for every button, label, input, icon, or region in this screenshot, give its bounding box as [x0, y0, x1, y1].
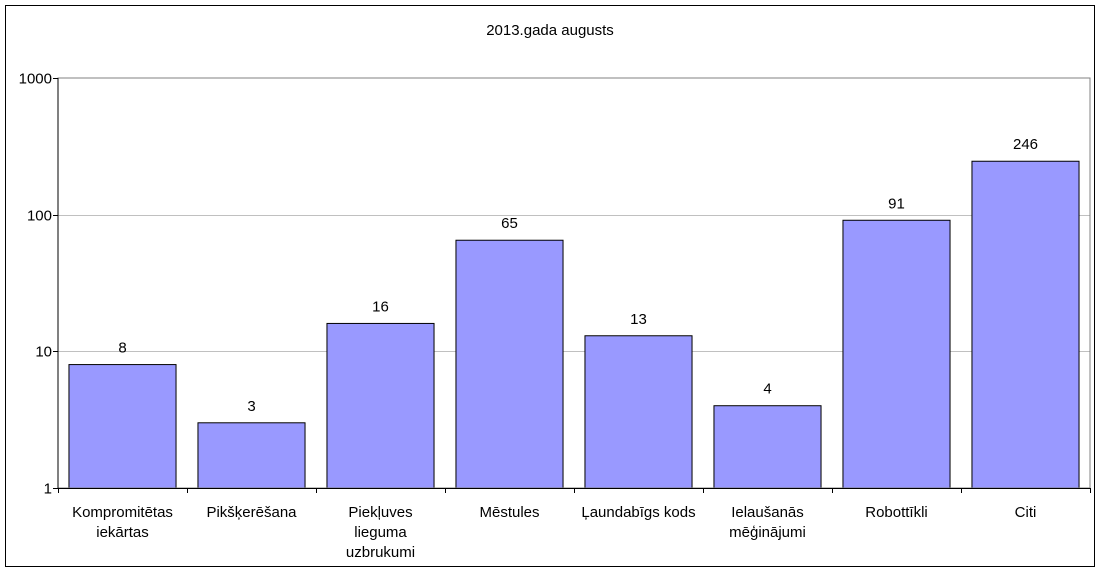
- data-label: 91: [888, 195, 905, 212]
- bar: [455, 239, 564, 489]
- bar: [713, 405, 822, 489]
- y-tick-label: 10: [35, 344, 52, 361]
- x-tick-label: lieguma: [354, 524, 407, 541]
- x-tick-label: Ļaundabīgs kods: [581, 504, 695, 521]
- x-tick-label: Kompromitētas: [72, 504, 173, 521]
- data-label: 8: [118, 340, 126, 357]
- bar: [842, 219, 951, 489]
- data-label: 13: [630, 311, 647, 328]
- x-tick-label: Ielaušanās: [731, 504, 804, 521]
- bar: [68, 364, 177, 489]
- x-tick-label: Pikšķerēšana: [206, 504, 297, 521]
- data-label: 246: [1013, 136, 1038, 153]
- bar: [197, 422, 306, 489]
- chart-title: 2013.gada augusts: [486, 22, 614, 39]
- x-tick-label: Citi: [1015, 504, 1037, 521]
- y-axis: 1 10 100 1000: [19, 71, 59, 498]
- bar: [326, 322, 435, 489]
- y-tick-label: 1000: [19, 71, 52, 88]
- data-label: 4: [763, 381, 771, 398]
- x-tick-label: Mēstules: [479, 504, 539, 521]
- y-tick-label: 100: [27, 208, 52, 225]
- data-labels: 8 3 16 65 13 4 91 246: [118, 136, 1038, 415]
- bar: [971, 160, 1080, 489]
- y-tick-label: 1: [44, 481, 52, 498]
- x-tick-label: Robottīkli: [865, 504, 928, 521]
- data-label: 16: [372, 298, 389, 315]
- x-tick-label: Piekļuves: [348, 504, 412, 521]
- data-label: 65: [501, 215, 518, 232]
- x-tick-label: mēģinājumi: [729, 524, 806, 541]
- x-tick-label: uzbrukumi: [346, 544, 415, 561]
- bars: [68, 160, 1080, 489]
- x-tick-label: iekārtas: [96, 524, 149, 541]
- bar: [584, 335, 693, 489]
- x-axis: Kompromitētas iekārtas Pikšķerēšana Piekļuv…: [58, 488, 1091, 561]
- data-label: 3: [247, 398, 255, 415]
